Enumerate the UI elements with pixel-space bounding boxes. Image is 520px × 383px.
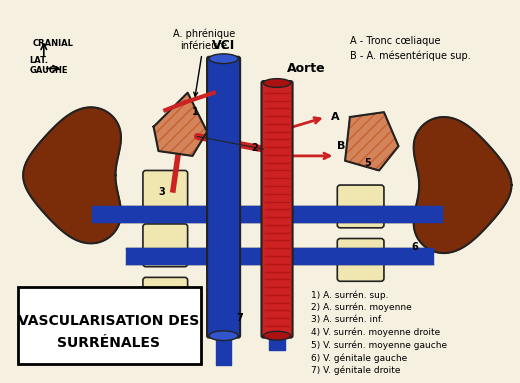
Polygon shape — [23, 107, 121, 243]
FancyBboxPatch shape — [143, 277, 188, 320]
Text: A: A — [331, 112, 339, 122]
Text: 5) V. surrén. moyenne gauche: 5) V. surrén. moyenne gauche — [311, 340, 447, 350]
Text: VCI: VCI — [212, 39, 235, 52]
Text: 5: 5 — [365, 158, 371, 168]
Text: Aorte: Aorte — [287, 62, 326, 75]
FancyBboxPatch shape — [18, 287, 201, 364]
FancyBboxPatch shape — [207, 57, 240, 338]
Text: 6) V. génitale gauche: 6) V. génitale gauche — [311, 353, 407, 363]
Text: 3) A. surrén. inf.: 3) A. surrén. inf. — [311, 315, 383, 324]
FancyBboxPatch shape — [337, 185, 384, 228]
Text: 2) A. surrén. moyenne: 2) A. surrén. moyenne — [311, 303, 412, 312]
Text: LAT.
GAUCHE: LAT. GAUCHE — [29, 56, 68, 75]
FancyBboxPatch shape — [143, 170, 188, 213]
Polygon shape — [153, 93, 207, 156]
Text: 7: 7 — [236, 313, 243, 323]
Ellipse shape — [209, 54, 238, 64]
Ellipse shape — [209, 331, 238, 340]
Ellipse shape — [264, 79, 291, 87]
Text: B - A. mésentérique sup.: B - A. mésentérique sup. — [350, 50, 471, 61]
Text: 6: 6 — [411, 242, 418, 252]
Text: VASCULARISATION DES: VASCULARISATION DES — [18, 314, 200, 328]
FancyBboxPatch shape — [337, 239, 384, 281]
FancyBboxPatch shape — [143, 224, 188, 267]
Text: B: B — [337, 141, 346, 151]
Text: CRANIAL: CRANIAL — [32, 39, 73, 48]
Text: 1: 1 — [191, 107, 198, 117]
Text: 7) V. génitale droite: 7) V. génitale droite — [311, 366, 400, 375]
Text: 4) V. surrén. moyenne droite: 4) V. surrén. moyenne droite — [311, 328, 440, 337]
Text: 2: 2 — [251, 143, 257, 153]
Ellipse shape — [264, 331, 291, 340]
FancyBboxPatch shape — [262, 81, 293, 338]
Text: A - Tronc cœliaque: A - Tronc cœliaque — [350, 36, 440, 46]
Text: SURRÉNALES: SURRÉNALES — [57, 336, 160, 350]
Polygon shape — [414, 117, 512, 253]
Text: A. phrénique
inférieure: A. phrénique inférieure — [173, 29, 235, 96]
Polygon shape — [345, 112, 398, 170]
Text: 3: 3 — [159, 187, 165, 197]
Text: 1) A. surrén. sup.: 1) A. surrén. sup. — [311, 290, 388, 300]
